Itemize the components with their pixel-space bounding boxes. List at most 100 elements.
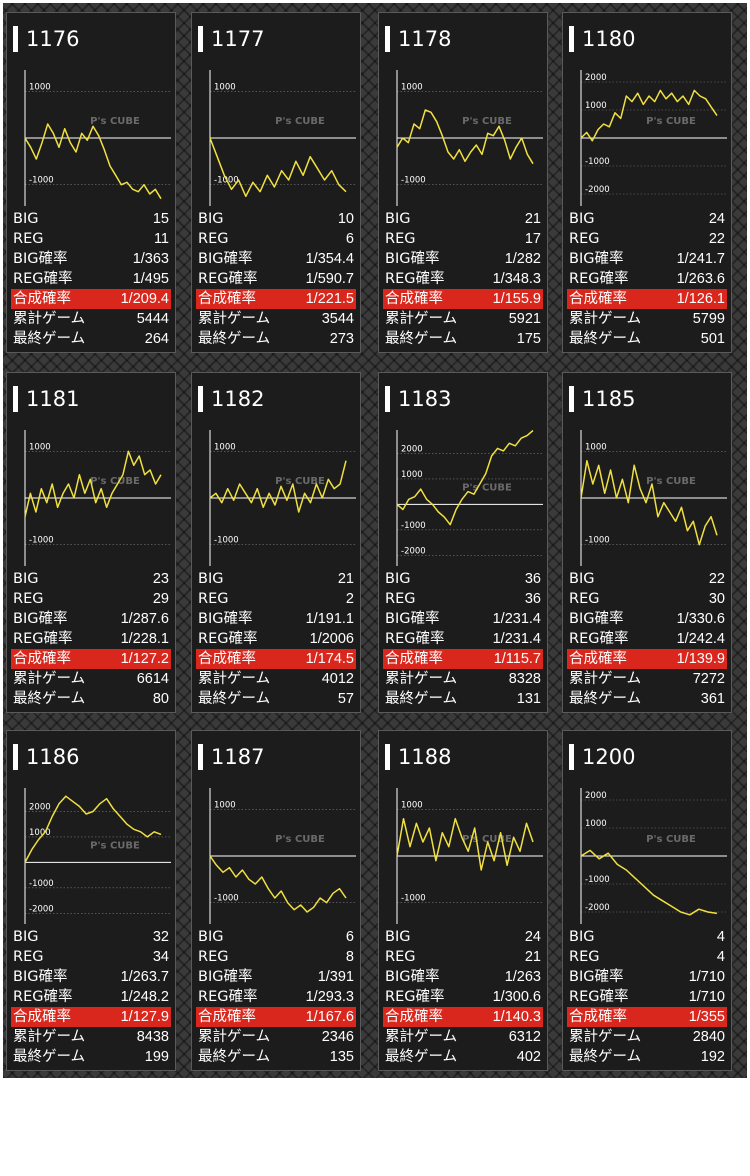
watermark-logo: P's CUBE xyxy=(462,482,512,493)
stat-total-games-row: 累計ゲーム 2840 xyxy=(563,1027,731,1047)
stat-total-games-label: 累計ゲーム xyxy=(13,1029,86,1045)
stat-big-rate-label: BIG確率 xyxy=(13,611,68,627)
stat-big-rate-label: BIG確率 xyxy=(569,969,624,985)
machine-card[interactable]: 1187 P's CUBE 1000 -1000 BIG 6 REG 8 BIG確率 1/391 R… xyxy=(191,730,361,1071)
y-tick-label: -1000 xyxy=(29,536,54,546)
stat-last-game-row: 最終ゲーム 199 xyxy=(7,1047,175,1067)
machine-board: 1176 P's CUBE 1000 -1000 BIG 15 REG 11 BIG確率 1/36… xyxy=(3,3,747,1078)
stat-reg-rate-value: 1/228.1 xyxy=(120,631,169,647)
slump-graph: P's CUBE 2000 1000 -1000 -2000 xyxy=(580,70,727,206)
stat-reg-rate-row: REG確率 1/293.3 xyxy=(192,987,360,1007)
watermark-logo: P's CUBE xyxy=(90,476,140,487)
stat-total-games-label: 累計ゲーム xyxy=(385,1029,458,1045)
stats-table: BIG 15 REG 11 BIG確率 1/363 REG確率 1/495 合成確率 1/209.… xyxy=(7,209,175,349)
y-tick-label: 1000 xyxy=(29,442,51,452)
stat-last-game-label: 最終ゲーム xyxy=(13,691,86,707)
stat-reg-row: REG 29 xyxy=(7,589,175,609)
machine-card[interactable]: 1178 P's CUBE 1000 -1000 BIG 21 REG 17 BIG確率 1/28… xyxy=(378,12,548,353)
stat-big-rate-value: 1/710 xyxy=(688,969,725,985)
stat-total-games-label: 累計ゲーム xyxy=(385,311,458,327)
number-bar-mark xyxy=(569,386,574,412)
machine-card[interactable]: 1183 P's CUBE 2000 1000 -1000 -2000 BIG 36 REG 36… xyxy=(378,372,548,713)
stat-combined-rate-label: 合成確率 xyxy=(569,651,627,667)
stat-total-games-label: 累計ゲーム xyxy=(198,671,271,687)
machine-card[interactable]: 1180 P's CUBE 2000 1000 -1000 -2000 BIG 24 REG 22… xyxy=(562,12,732,353)
stat-combined-rate-value: 1/115.7 xyxy=(493,651,541,667)
stat-big-label: BIG xyxy=(198,571,224,587)
stat-total-games-value: 5921 xyxy=(508,311,541,327)
stat-combined-rate-row: 合成確率 1/221.5 xyxy=(196,289,356,309)
stat-big-row: BIG 22 xyxy=(563,569,731,589)
y-tick-label: 1000 xyxy=(401,470,423,480)
stat-big-label: BIG xyxy=(13,571,39,587)
stat-reg-rate-value: 1/293.3 xyxy=(305,989,354,1005)
stat-big-row: BIG 21 xyxy=(379,209,547,229)
stats-table: BIG 22 REG 30 BIG確率 1/330.6 REG確率 1/242.4 合成確率 1/… xyxy=(563,569,731,709)
stat-reg-rate-label: REG確率 xyxy=(198,631,258,647)
machine-card[interactable]: 1188 P's CUBE 1000 -1000 BIG 24 REG 21 BIG確率 1/26… xyxy=(378,730,548,1071)
machine-card[interactable]: 1185 P's CUBE 1000 -1000 BIG 22 REG 30 BIG確率 1/33… xyxy=(562,372,732,713)
slump-line xyxy=(209,460,347,513)
stat-reg-rate-value: 1/263.6 xyxy=(676,271,725,287)
machine-card[interactable]: 1176 P's CUBE 1000 -1000 BIG 15 REG 11 BIG確率 1/36… xyxy=(6,12,176,353)
machine-card[interactable]: 1182 P's CUBE 1000 -1000 BIG 21 REG 2 BIG確率 1/191… xyxy=(191,372,361,713)
stat-combined-rate-value: 1/355 xyxy=(688,1009,725,1025)
stat-reg-rate-value: 1/242.4 xyxy=(676,631,725,647)
slump-line xyxy=(580,89,718,142)
slump-line xyxy=(396,429,534,526)
stat-reg-rate-value: 1/248.2 xyxy=(120,989,169,1005)
stat-reg-label: REG xyxy=(385,231,416,247)
stat-reg-rate-label: REG確率 xyxy=(13,989,73,1005)
stat-last-game-value: 175 xyxy=(516,331,541,347)
stat-big-label: BIG xyxy=(569,929,595,945)
slump-line xyxy=(396,109,534,165)
number-bar-mark xyxy=(569,744,574,770)
watermark-logo: P's CUBE xyxy=(462,116,512,127)
stat-reg-rate-row: REG確率 1/231.4 xyxy=(379,629,547,649)
stat-reg-value: 6 xyxy=(345,231,354,247)
stat-big-label: BIG xyxy=(198,211,224,227)
stat-combined-rate-value: 1/174.5 xyxy=(305,651,354,667)
stat-reg-rate-label: REG確率 xyxy=(198,271,258,287)
machine-card[interactable]: 1177 P's CUBE 1000 -1000 BIG 10 REG 6 BIG確率 1/354… xyxy=(191,12,361,353)
machine-number-text: 1178 xyxy=(398,27,452,51)
stat-big-value: 32 xyxy=(152,929,169,945)
stat-reg-row: REG 6 xyxy=(192,229,360,249)
stat-combined-rate-row: 合成確率 1/140.3 xyxy=(383,1007,543,1027)
stat-reg-row: REG 11 xyxy=(7,229,175,249)
stat-reg-rate-label: REG確率 xyxy=(385,989,445,1005)
number-bar-mark xyxy=(198,386,203,412)
stat-reg-rate-value: 1/300.6 xyxy=(492,989,541,1005)
stat-big-rate-value: 1/287.6 xyxy=(120,611,169,627)
stat-combined-rate-value: 1/126.1 xyxy=(676,291,725,307)
machine-card[interactable]: 1181 P's CUBE 1000 -1000 BIG 23 REG 29 BIG確率 1/28… xyxy=(6,372,176,713)
stats-table: BIG 6 REG 8 BIG確率 1/391 REG確率 1/293.3 合成確率 1/167.… xyxy=(192,927,360,1067)
stat-big-label: BIG xyxy=(385,571,411,587)
number-bar-mark xyxy=(385,386,390,412)
stat-big-label: BIG xyxy=(569,211,595,227)
slump-graph: P's CUBE 2000 1000 -1000 -2000 xyxy=(580,788,727,924)
stat-total-games-row: 累計ゲーム 5921 xyxy=(379,309,547,329)
machine-number: 1181 xyxy=(13,381,79,417)
stat-big-rate-label: BIG確率 xyxy=(569,251,624,267)
stat-reg-rate-row: REG確率 1/248.2 xyxy=(7,987,175,1007)
stat-last-game-label: 最終ゲーム xyxy=(569,1049,642,1065)
number-bar-mark xyxy=(198,744,203,770)
stat-big-row: BIG 36 xyxy=(379,569,547,589)
stat-big-rate-label: BIG確率 xyxy=(13,251,68,267)
machine-card[interactable]: 1186 P's CUBE 2000 1000 -1000 -2000 BIG 32 REG 34… xyxy=(6,730,176,1071)
machine-card[interactable]: 1200 P's CUBE 2000 1000 -1000 -2000 BIG 4 REG 4 BI… xyxy=(562,730,732,1071)
slump-line xyxy=(396,817,534,871)
stat-big-value: 36 xyxy=(524,571,541,587)
stat-reg-row: REG 36 xyxy=(379,589,547,609)
machine-number: 1187 xyxy=(198,739,264,775)
stat-combined-rate-label: 合成確率 xyxy=(198,291,256,307)
watermark-logo: P's CUBE xyxy=(90,840,140,851)
stat-combined-rate-label: 合成確率 xyxy=(13,651,71,667)
machine-number: 1176 xyxy=(13,21,79,57)
stat-big-label: BIG xyxy=(385,929,411,945)
